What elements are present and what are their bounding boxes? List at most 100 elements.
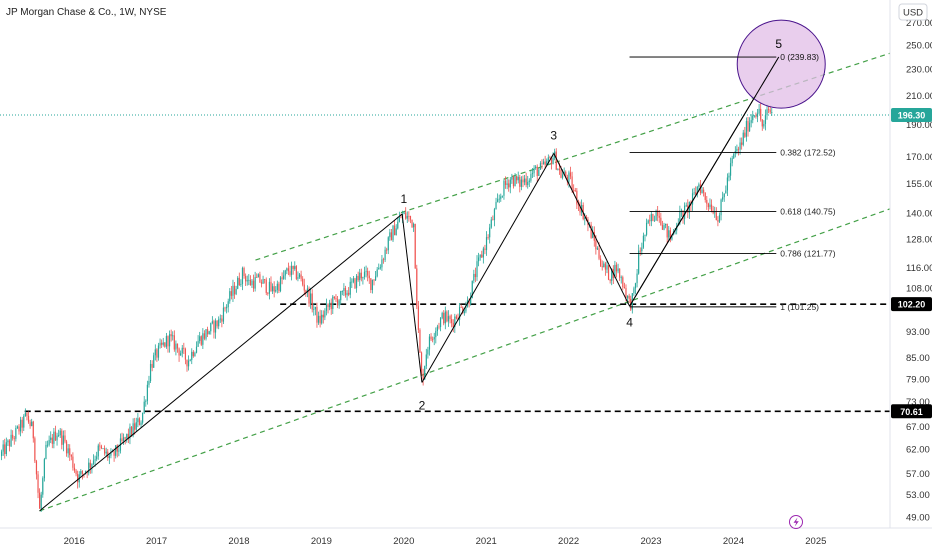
candle-body — [454, 316, 456, 327]
candle-body — [523, 178, 526, 183]
candle-body — [249, 279, 251, 286]
price-axis[interactable]: 270.00 250.00 230.00 210.00 190.00 170.00 155.… — [891, 18, 932, 524]
candle-body — [360, 272, 362, 279]
candle-body — [235, 288, 237, 295]
candle-body — [205, 329, 207, 339]
candle-body — [376, 269, 378, 277]
candle-body — [130, 426, 133, 436]
candle-body — [693, 192, 695, 194]
candle-body — [425, 354, 427, 367]
candle-body — [149, 363, 152, 382]
candle-body — [165, 336, 167, 347]
candle-body — [329, 302, 331, 308]
currency-button[interactable] — [898, 3, 928, 21]
candle-body — [308, 288, 310, 304]
candle-body — [763, 123, 765, 127]
wave-line — [553, 153, 631, 307]
current-price-badge: 196.30 — [898, 111, 926, 121]
candle-body — [153, 355, 155, 368]
candle-body — [371, 279, 374, 291]
candle-body — [226, 307, 228, 309]
candle-body — [592, 232, 594, 238]
candle-body — [359, 272, 361, 281]
candle-body — [321, 314, 323, 324]
candle-body — [148, 381, 150, 385]
wave-label-4: 4 — [626, 315, 633, 329]
candle-body — [270, 281, 272, 292]
time-tick-label: 2023 — [640, 536, 661, 547]
candle-body — [216, 320, 218, 327]
candle-body — [317, 315, 320, 323]
candle-body — [669, 230, 671, 240]
candle-body — [192, 351, 194, 357]
candle-body — [224, 307, 226, 309]
candle-body — [97, 445, 99, 457]
candle-body — [21, 419, 23, 428]
lightning-icon[interactable] — [789, 515, 803, 529]
candle-body — [303, 284, 305, 291]
candle-body — [638, 250, 640, 274]
price-tick-label: 250.00 — [906, 40, 932, 51]
candle-body — [766, 109, 768, 116]
candle-body — [39, 492, 41, 509]
candle-body — [322, 314, 324, 318]
candle-body — [168, 334, 171, 347]
candle-body — [382, 259, 385, 261]
candle-body — [265, 279, 267, 293]
time-axis[interactable]: 2016 2017 2018 2019 2020 2021 2022 2023 2024 2025 — [64, 536, 827, 547]
candle-body — [413, 223, 415, 228]
current-price-badge-bg — [891, 108, 932, 123]
candle-body — [541, 163, 543, 165]
candle-body — [390, 232, 393, 241]
candle-body — [658, 215, 660, 218]
candle-body — [601, 266, 603, 268]
candle-body — [100, 446, 103, 449]
candle-body — [742, 132, 744, 145]
candle-body — [167, 336, 169, 347]
candle-body — [227, 301, 229, 308]
candle-body — [733, 153, 735, 159]
candle-body — [213, 321, 215, 333]
candle-body — [284, 270, 286, 276]
candle-body — [124, 437, 126, 439]
candle-body — [720, 199, 722, 216]
candle-body — [267, 292, 269, 294]
time-tick-label: 2021 — [476, 536, 497, 547]
candle-body — [10, 434, 12, 447]
candle-body — [56, 435, 58, 441]
candle-body — [195, 346, 198, 353]
candle-body — [8, 440, 11, 447]
candle-body — [430, 336, 432, 340]
candle-body — [684, 205, 686, 219]
candle-body — [73, 467, 76, 471]
candle-body — [522, 179, 524, 183]
candle-body — [622, 277, 624, 288]
candle-body — [652, 213, 654, 221]
wave-label-2: 2 — [419, 399, 426, 413]
candle-body — [278, 283, 280, 292]
candle-body — [549, 157, 551, 159]
candle-body — [89, 462, 91, 468]
candle-body — [741, 142, 743, 145]
price-tick-label: 270.00 — [906, 18, 932, 29]
candle-body — [295, 266, 297, 279]
candle-body — [294, 266, 296, 269]
candle-body — [80, 471, 82, 475]
target-zone: 50 (239.83) — [629, 19, 826, 307]
candle-body — [497, 199, 499, 202]
candle-body — [706, 199, 708, 204]
candle-body — [99, 445, 101, 447]
candle-body — [617, 268, 619, 272]
fib-level-label: 1 (101.25) — [780, 302, 819, 312]
candle-body — [698, 184, 700, 187]
candle-body — [222, 307, 225, 322]
candle-body — [367, 270, 369, 276]
candle-body — [59, 430, 61, 436]
candle-body — [565, 171, 567, 178]
candle-body — [154, 349, 156, 356]
candle-body — [349, 281, 351, 295]
candle-body — [756, 113, 759, 117]
candle-body — [264, 279, 266, 280]
candle-body — [726, 177, 729, 191]
